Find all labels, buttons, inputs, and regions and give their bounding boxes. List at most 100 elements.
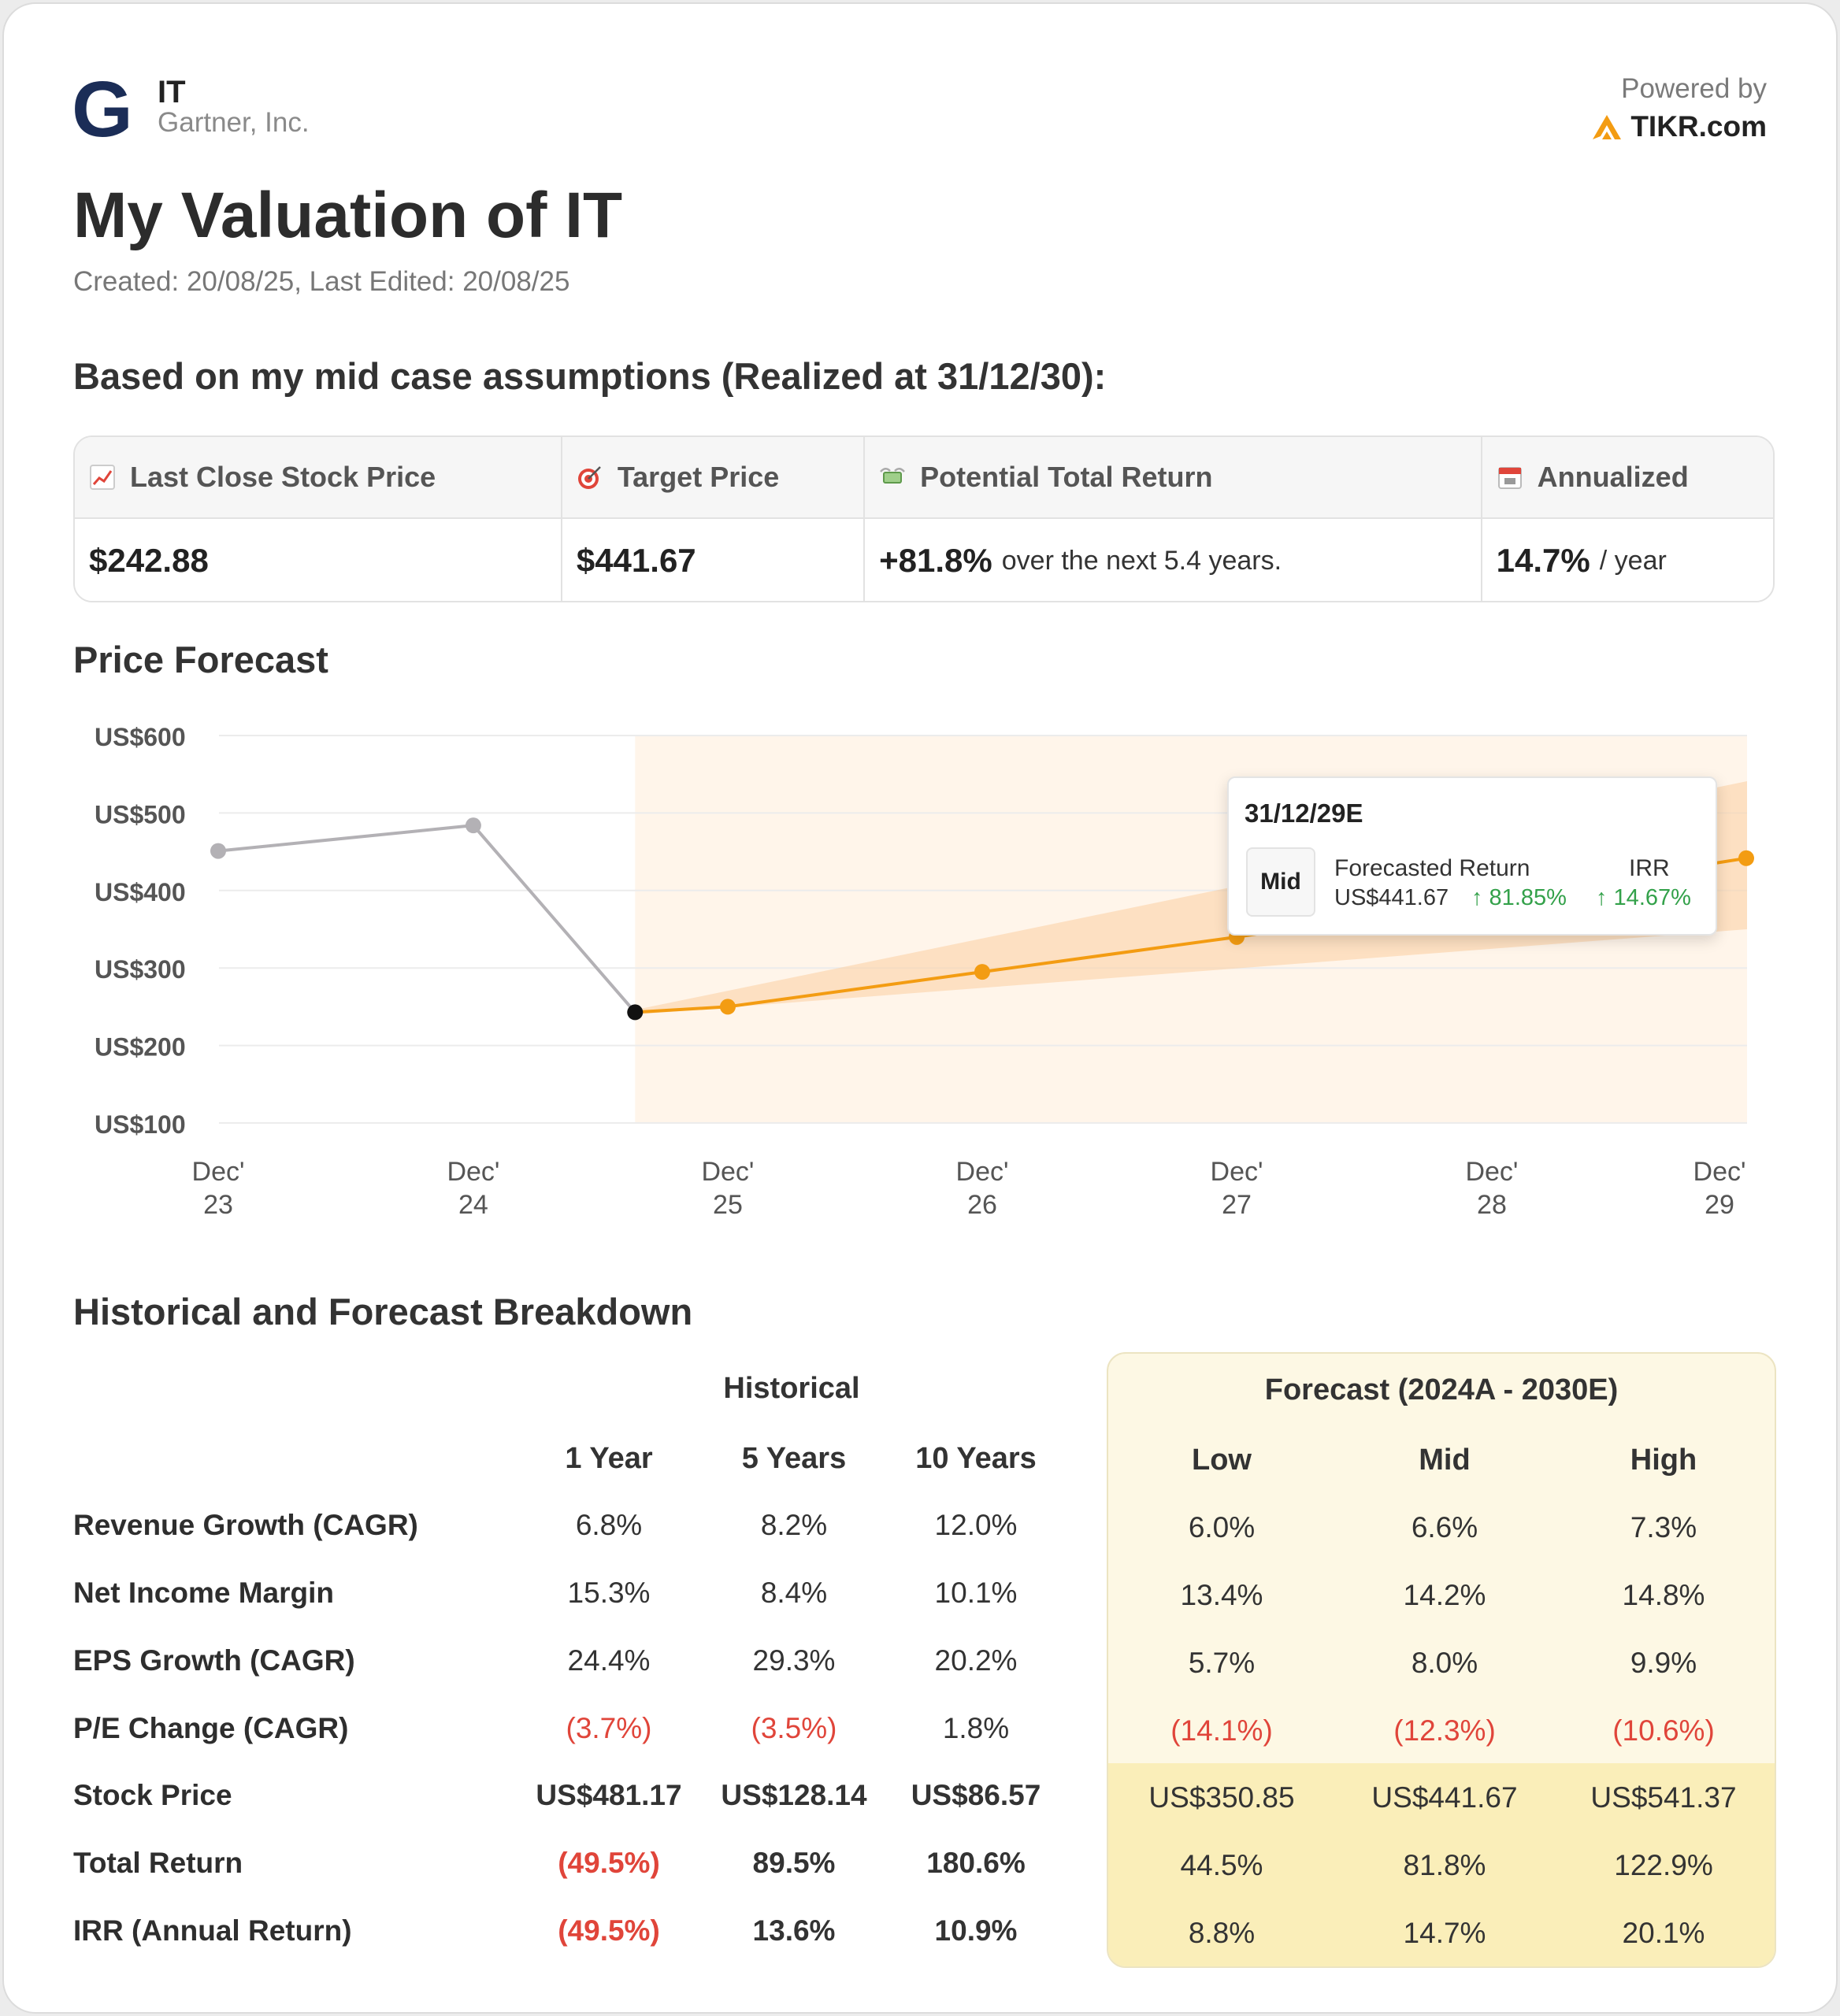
x-tick-label: Dec'	[956, 1157, 1009, 1187]
forecast-group-label: Forecast (2024A - 2030E)	[1264, 1373, 1619, 1406]
table-cell: 10.1%	[934, 1577, 1018, 1609]
x-tick-label: Dec'	[701, 1157, 754, 1187]
chart-increasing-icon	[90, 465, 115, 490]
assumptions-heading: Based on my mid case assumptions (Realiz…	[73, 355, 1107, 397]
target-icon	[577, 466, 601, 489]
y-tick-label: US$600	[95, 723, 186, 751]
table-cell: 20.1%	[1622, 1917, 1705, 1949]
last-close-point	[627, 1004, 644, 1021]
x-tick-label: Dec'	[447, 1157, 499, 1187]
tikr-logo-icon	[1593, 115, 1622, 139]
column-header-high: High	[1630, 1443, 1697, 1477]
row-label: Net Income Margin	[73, 1577, 334, 1609]
x-tick-label: 23	[203, 1190, 233, 1220]
table-cell: 6.0%	[1188, 1511, 1256, 1544]
x-tick-label: 25	[713, 1190, 743, 1220]
summary-value-row: $242.88 $441.67 +81.8% over the next 5.4…	[75, 519, 1773, 601]
table-cell: 13.4%	[1180, 1579, 1263, 1611]
tooltip-case-badge: Mid	[1246, 847, 1315, 917]
table-cell: (12.3%)	[1393, 1714, 1496, 1747]
header-label: Target Price	[617, 461, 780, 493]
table-cell: US$441.67	[1371, 1781, 1518, 1814]
forecast-highlight-rows	[1108, 1763, 1775, 1966]
header-target-price: Target Price	[562, 437, 866, 517]
x-tick-label: Dec'	[1211, 1157, 1263, 1187]
calendar-icon	[1497, 467, 1522, 489]
y-tick-label: US$500	[95, 800, 186, 828]
table-cell: US$128.14	[721, 1779, 867, 1811]
table-cell: 6.6%	[1411, 1511, 1478, 1544]
forecast-point	[974, 964, 990, 980]
table-cell: 12.0%	[934, 1509, 1018, 1541]
table-cell: 13.6%	[752, 1914, 836, 1947]
forecast-point	[1738, 850, 1754, 866]
header-label: Annualized	[1537, 461, 1689, 493]
annualized-subtext: / year	[1599, 545, 1667, 576]
tikr-brand-link[interactable]: TIKR.com	[1591, 110, 1767, 143]
table-cell: 44.5%	[1180, 1849, 1263, 1881]
historical-point	[210, 843, 226, 859]
row-label: IRR (Annual Return)	[73, 1914, 352, 1947]
tooltip-irr-label: IRR	[1629, 855, 1670, 881]
summary-header-row: Last Close Stock Price Target Price Pote…	[75, 437, 1773, 519]
x-tick-label: 26	[967, 1190, 997, 1220]
historical-point	[465, 817, 481, 834]
table-cell: 14.8%	[1622, 1579, 1705, 1611]
row-label: P/E Change (CAGR)	[73, 1712, 349, 1744]
y-tick-label: US$100	[95, 1110, 186, 1139]
tooltip-return-label: Forecasted Return	[1334, 855, 1530, 881]
x-tick-label: 27	[1222, 1190, 1252, 1220]
table-cell: 9.9%	[1630, 1647, 1697, 1679]
table-cell: (14.1%)	[1170, 1714, 1273, 1747]
brand-name: TIKR.com	[1630, 110, 1767, 143]
price-forecast-heading: Price Forecast	[73, 639, 328, 680]
column-header-low: Low	[1192, 1443, 1252, 1477]
tooltip-return-value: ↑ 81.85%	[1471, 885, 1567, 910]
header-label: Last Close Stock Price	[130, 461, 436, 493]
column-header-10-years: 10 Years	[915, 1442, 1037, 1475]
row-label: Stock Price	[73, 1779, 232, 1811]
company-logo: G	[72, 65, 133, 154]
table-cell: 180.6%	[926, 1847, 1026, 1879]
header-annualized: Annualized	[1482, 437, 1773, 517]
table-cell: 1.8%	[942, 1712, 1010, 1744]
forecast-point	[719, 999, 736, 1015]
price-forecast-chart: US$600 US$500 US$400 US$300 US$200 US$100 Dec'…	[0, 693, 1840, 1244]
chart-canvas: US$600US$500US$400US$300US$200US$100Dec'…	[95, 723, 1754, 1220]
total-return-value: +81.8% over the next 5.4 years.	[865, 519, 1482, 601]
table-cell: US$86.57	[911, 1779, 1041, 1811]
table-cell: (3.7%)	[566, 1712, 652, 1744]
x-tick-label: Dec'	[1465, 1157, 1518, 1187]
table-cell: 10.9%	[934, 1914, 1018, 1947]
table-cell: 8.0%	[1411, 1647, 1478, 1679]
table-cell: 6.8%	[575, 1509, 643, 1541]
table-cell: US$350.85	[1148, 1781, 1295, 1814]
last-close-value: $242.88	[75, 519, 562, 601]
table-cell: 5.7%	[1188, 1647, 1256, 1679]
table-cell: 14.2%	[1403, 1579, 1486, 1611]
y-tick-label: US$400	[95, 878, 186, 906]
table-cell: 122.9%	[1614, 1849, 1713, 1881]
table-cell: 8.4%	[760, 1577, 828, 1609]
page-title: My Valuation of IT	[73, 180, 623, 251]
table-cell: 8.8%	[1188, 1917, 1256, 1949]
table-cell: 14.7%	[1403, 1917, 1486, 1949]
x-tick-label: Dec'	[192, 1157, 245, 1187]
y-tick-label: US$300	[95, 955, 186, 984]
ticker-symbol: IT	[158, 75, 186, 109]
y-tick-label: US$200	[95, 1033, 186, 1062]
row-label: Revenue Growth (CAGR)	[73, 1509, 418, 1541]
table-cell: US$481.17	[536, 1779, 682, 1811]
table-cell: (3.5%)	[751, 1712, 837, 1744]
table-cell: US$541.37	[1590, 1781, 1737, 1814]
historical-price-line	[217, 824, 636, 1014]
row-label: EPS Growth (CAGR)	[73, 1644, 355, 1677]
header-total-return: Potential Total Return	[865, 437, 1482, 517]
table-cell: 15.3%	[567, 1577, 651, 1609]
summary-table: Last Close Stock Price Target Price Pote…	[73, 435, 1775, 602]
breakdown-heading: Historical and Forecast Breakdown	[73, 1291, 693, 1332]
table-cell: 8.2%	[760, 1509, 828, 1541]
x-tick-label: Dec'	[1693, 1157, 1746, 1187]
header-label: Potential Total Return	[920, 461, 1213, 493]
x-tick-label: 29	[1705, 1190, 1734, 1220]
